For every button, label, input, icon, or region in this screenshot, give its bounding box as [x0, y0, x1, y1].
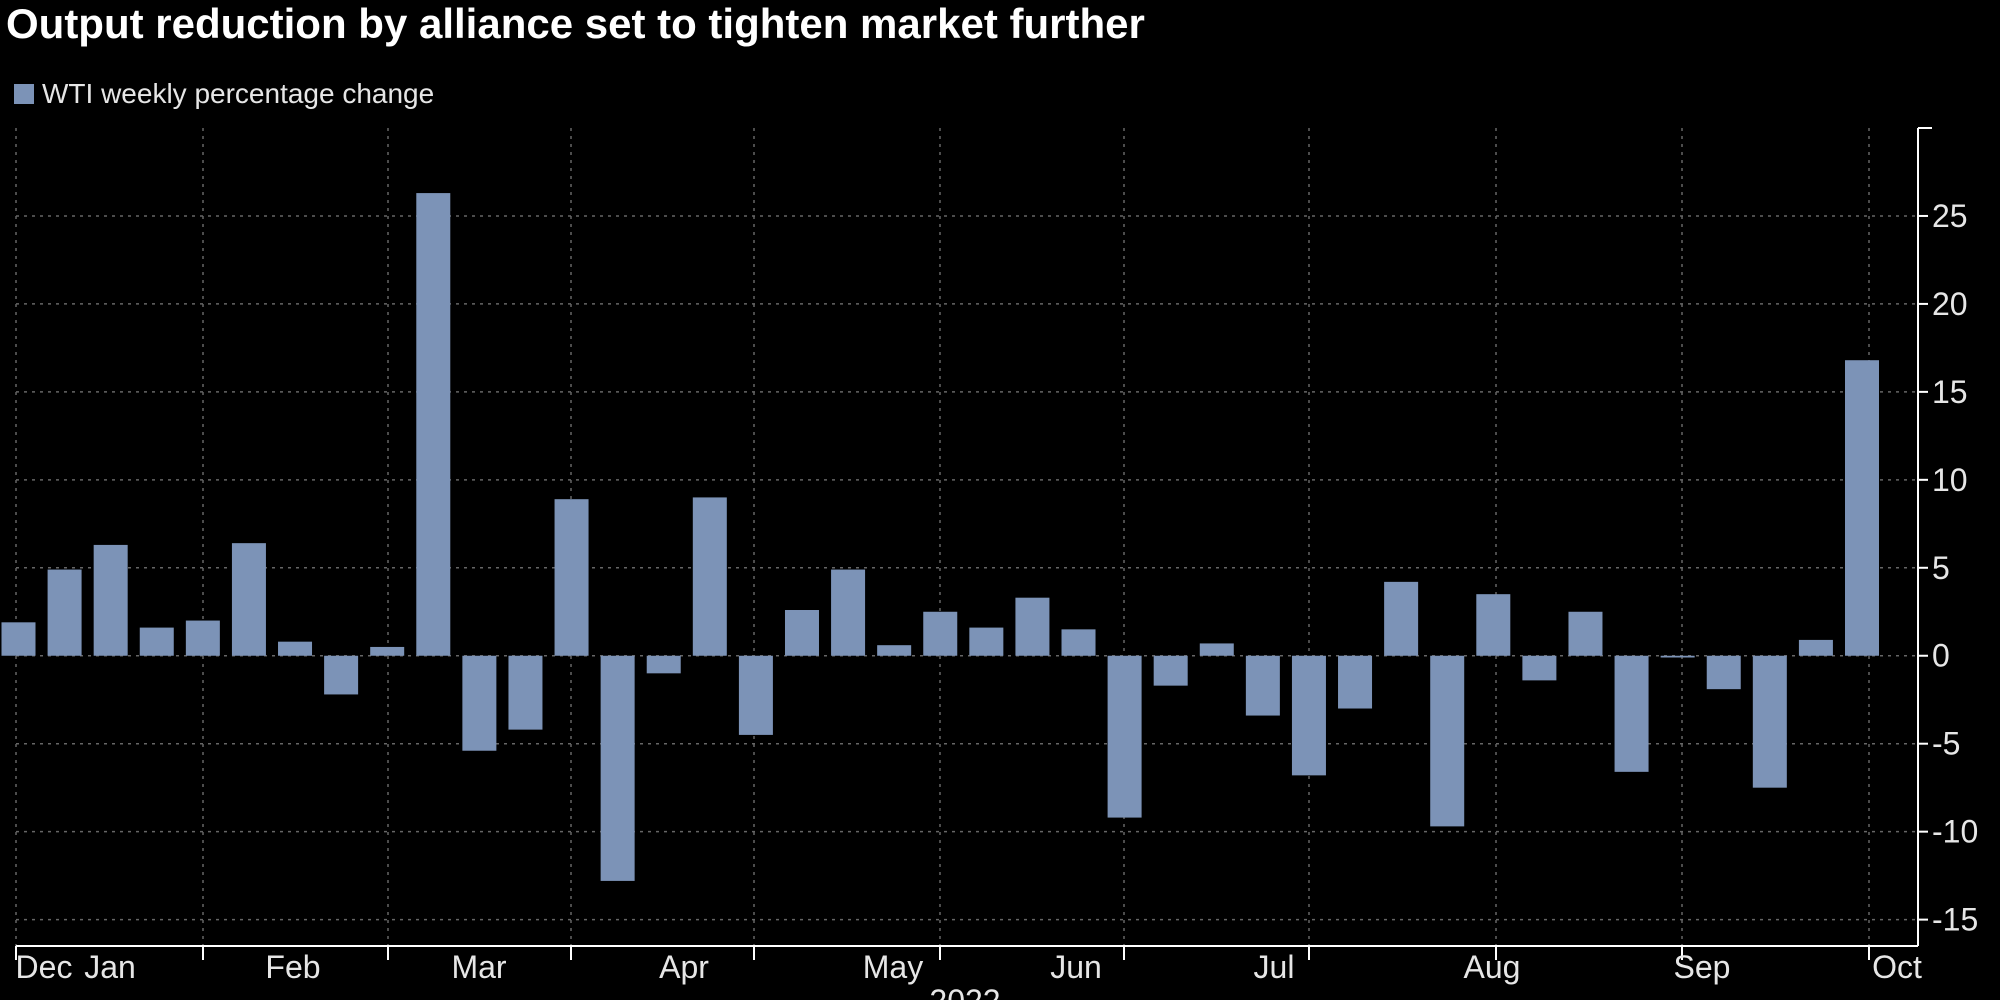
- bar: [738, 655, 773, 735]
- bar: [1107, 655, 1142, 818]
- bar: [1245, 655, 1280, 716]
- y-tick-label: 0: [1932, 638, 1950, 674]
- x-tick-label: Sep: [1674, 949, 1731, 985]
- y-tick-label: 15: [1932, 374, 1968, 410]
- bar: [969, 627, 1004, 656]
- bar: [692, 497, 727, 656]
- bar: [1061, 629, 1096, 656]
- bar: [1660, 655, 1695, 658]
- x-tick-label: Aug: [1464, 949, 1521, 985]
- bar: [1845, 360, 1879, 656]
- bar: [324, 655, 359, 695]
- bar: [1338, 655, 1373, 709]
- bar: [1476, 594, 1511, 656]
- bar: [508, 655, 543, 730]
- bar: [554, 499, 589, 656]
- x-tick-label: Jul: [1254, 949, 1295, 985]
- y-tick-label: 5: [1932, 550, 1950, 586]
- x-tick-label: Dec: [16, 949, 73, 985]
- bar: [1752, 655, 1787, 788]
- bar: [600, 655, 635, 881]
- bar: [1430, 655, 1465, 827]
- bar: [646, 655, 681, 674]
- bar: [47, 569, 82, 656]
- x-axis-year-label: 2022: [929, 983, 1000, 1000]
- x-tick-label: Jan: [84, 949, 136, 985]
- bar: [93, 544, 128, 656]
- legend-label: WTI weekly percentage change: [42, 78, 435, 109]
- bar: [784, 610, 819, 656]
- x-tick-label: Feb: [265, 949, 320, 985]
- bar: [1153, 655, 1188, 686]
- bar: [185, 620, 220, 656]
- bar: [462, 655, 497, 751]
- x-tick-label: Mar: [451, 949, 506, 985]
- bar: [370, 646, 405, 656]
- bar: [1015, 597, 1050, 656]
- x-tick-label: Oct: [1872, 949, 1922, 985]
- bar: [1568, 611, 1603, 656]
- bar: [1, 622, 36, 656]
- bar: [278, 641, 313, 656]
- bar: [1291, 655, 1326, 776]
- bar: [1706, 655, 1741, 690]
- bar: [923, 611, 958, 656]
- legend-swatch: [14, 84, 34, 104]
- bar: [139, 627, 174, 656]
- y-tick-label: -15: [1932, 902, 1978, 938]
- chart-title: Output reduction by alliance set to tigh…: [6, 0, 1145, 47]
- bar: [1384, 581, 1419, 656]
- y-tick-label: 25: [1932, 198, 1968, 234]
- bar: [416, 193, 451, 656]
- legend: WTI weekly percentage change: [14, 78, 434, 110]
- bar: [1199, 643, 1234, 656]
- bar: [831, 569, 866, 656]
- y-tick-label: 20: [1932, 286, 1968, 322]
- y-tick-label: -5: [1932, 726, 1960, 762]
- bar: [1522, 655, 1557, 681]
- x-tick-label: Jun: [1050, 949, 1102, 985]
- x-tick-label: Apr: [659, 949, 709, 985]
- bar: [231, 543, 266, 656]
- bar: [877, 645, 912, 656]
- y-tick-label: 10: [1932, 462, 1968, 498]
- y-tick-label: -10: [1932, 814, 1978, 850]
- x-tick-label: May: [863, 949, 923, 985]
- bar: [1614, 655, 1649, 772]
- bar: [1798, 639, 1833, 656]
